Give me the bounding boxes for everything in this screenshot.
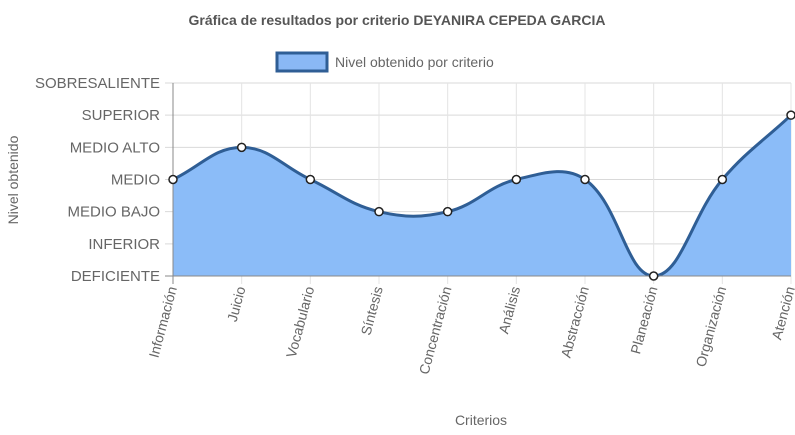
data-point-8[interactable] <box>717 174 728 185</box>
chart-title: Gráfica de resultados por criterio DEYAN… <box>189 12 606 28</box>
x-tick-label: Abstracción <box>558 285 592 360</box>
area-layer <box>172 114 793 278</box>
y-tick-label: MEDIO <box>111 172 160 189</box>
y-tick-labels: DEFICIENTE INFERIOR MEDIO BAJO MEDIO MEDIO A… <box>35 75 160 285</box>
data-point-2[interactable] <box>305 174 316 185</box>
legend-swatch[interactable] <box>275 51 329 73</box>
x-tick-label: Vocabulario <box>283 284 317 359</box>
x-tick-label: Análisis <box>495 285 523 336</box>
data-point-9[interactable] <box>786 110 795 120</box>
legend[interactable]: Nivel obtenido por criterio <box>275 51 494 73</box>
x-tick-label: Concentración <box>416 285 455 376</box>
data-point-3[interactable] <box>374 206 384 217</box>
legend-label[interactable]: Nivel obtenido por criterio <box>335 54 494 70</box>
series-line <box>172 114 793 278</box>
y-axis-label: Nivel obtenido <box>5 135 21 224</box>
data-point-0[interactable] <box>168 174 178 185</box>
x-tick-label: Planeación <box>627 285 660 356</box>
y-tick-label: DEFICIENTE <box>71 268 160 285</box>
x-tick-label: Síntesis <box>358 285 386 337</box>
data-point-4[interactable] <box>442 206 453 217</box>
points-layer <box>168 110 795 281</box>
y-tick-label: SUPERIOR <box>82 107 161 124</box>
data-point-7[interactable] <box>648 271 659 281</box>
data-point-6[interactable] <box>580 174 590 185</box>
y-tick-label: SOBRESALIENTE <box>35 75 160 92</box>
x-tick-label: Juicio <box>224 284 249 323</box>
data-point-1[interactable] <box>236 142 247 153</box>
x-axis-label: Criterios <box>455 412 507 428</box>
y-tick-label: MEDIO BAJO <box>67 204 160 221</box>
x-tick-label: Atención <box>768 285 795 342</box>
y-tick-label: MEDIO ALTO <box>70 139 160 156</box>
x-tick-labels: Información Juicio Vocabulario Síntesis Conc… <box>146 284 795 376</box>
x-tick-label: Información <box>146 285 180 360</box>
data-point-5[interactable] <box>511 174 522 185</box>
y-tick-label: INFERIOR <box>88 236 160 253</box>
x-tick-label: Organización <box>692 285 729 369</box>
